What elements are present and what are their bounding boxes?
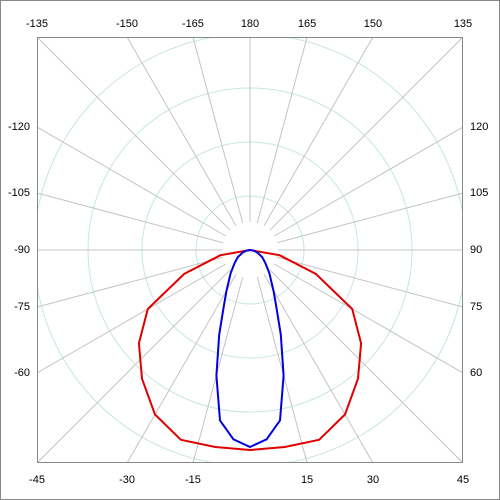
angle-label: -120 <box>8 121 30 133</box>
grid <box>37 37 463 463</box>
angle-label: 45 <box>457 474 469 486</box>
angle-label: 150 <box>364 18 382 30</box>
radial-line <box>263 273 374 463</box>
radial-line <box>37 192 224 244</box>
curves <box>137 249 363 451</box>
radial-line <box>256 37 308 224</box>
angle-label: -90 <box>14 244 30 256</box>
radial-line <box>192 37 244 224</box>
angle-label: 75 <box>470 301 482 313</box>
radial-line <box>126 273 237 463</box>
radial-line <box>37 126 227 237</box>
angle-label: 180 <box>241 18 259 30</box>
angle-label: -105 <box>8 187 30 199</box>
radial-line <box>256 276 308 463</box>
angle-label: 15 <box>301 474 313 486</box>
radial-line <box>276 256 463 308</box>
radial-line <box>37 269 231 463</box>
angle-label: -30 <box>119 474 135 486</box>
radial-line <box>273 263 463 374</box>
angle-label: 120 <box>470 121 488 133</box>
angle-label: 30 <box>367 474 379 486</box>
radial-line <box>269 37 463 231</box>
angle-label: -75 <box>14 301 30 313</box>
angle-label: 90 <box>470 244 482 256</box>
radial-line <box>37 263 227 374</box>
radial-line <box>126 37 237 227</box>
radial-line <box>273 126 463 237</box>
radial-line <box>192 276 244 463</box>
intensity-curve <box>215 249 285 448</box>
plot-frame <box>37 37 463 463</box>
radial-line <box>269 269 463 463</box>
angle-label: -165 <box>182 18 204 30</box>
angle-label: -135 <box>26 18 48 30</box>
radial-line <box>37 256 224 308</box>
labels: -165 -150 -135 -120 -105 -90 -75 -60 -45 -30 -15 15… <box>8 18 488 486</box>
angle-label: 60 <box>470 367 482 379</box>
angle-label: -45 <box>29 474 45 486</box>
radial-line <box>37 37 231 231</box>
radial-line <box>276 192 463 244</box>
angle-label: -15 <box>185 474 201 486</box>
angle-label: -60 <box>14 367 30 379</box>
angle-label: 105 <box>470 187 488 199</box>
intensity-curve <box>137 249 363 451</box>
angle-label: -150 <box>116 18 138 30</box>
angle-label: 165 <box>298 18 316 30</box>
angle-label: 135 <box>454 18 472 30</box>
radial-line <box>263 37 374 227</box>
